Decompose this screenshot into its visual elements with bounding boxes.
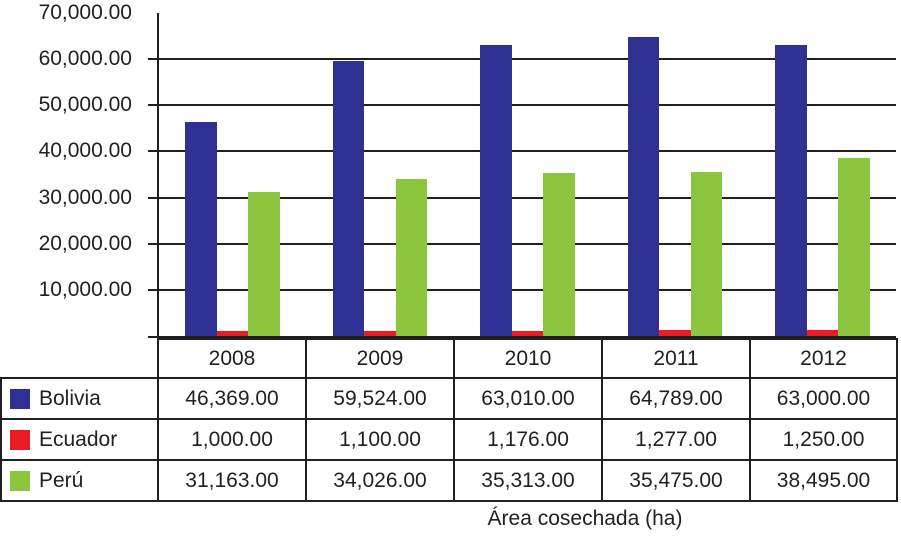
value-peru-2011: 35,475.00 <box>601 459 751 502</box>
y-axis-tick-label: 40,000.00 <box>38 139 132 163</box>
value-bolivia-2009: 59,524.00 <box>305 377 455 420</box>
bar-bolivia-2011 <box>627 37 660 336</box>
value-ecuador-2011: 1,277.00 <box>601 418 751 461</box>
legend-label-bolivia: Bolivia <box>39 386 101 410</box>
year-header-2012: 2012 <box>749 338 898 379</box>
y-axis-tick-label: 10,000.00 <box>38 277 132 301</box>
gridline <box>159 58 896 61</box>
bar-ecuador-2008 <box>216 331 249 336</box>
gridline <box>159 150 896 153</box>
legend-swatch-peru <box>10 470 30 491</box>
bar-peru-2012 <box>838 158 870 336</box>
table-row-peru: Perú 31,163.00 34,026.00 35,313.00 35,475.00… <box>0 459 898 502</box>
value-bolivia-2010: 63,010.00 <box>453 377 603 420</box>
legend-inner: Perú <box>3 468 156 493</box>
gridline <box>159 104 896 107</box>
value-peru-2012: 38,495.00 <box>749 459 898 502</box>
gridline <box>159 242 896 245</box>
y-axis-tick <box>148 288 159 291</box>
y-axis-tick <box>148 150 159 153</box>
year-header-2009: 2009 <box>305 338 455 379</box>
legend-swatch-bolivia <box>10 388 30 409</box>
y-axis-tick <box>148 196 159 199</box>
y-axis-tick <box>148 336 159 338</box>
data-table: 2008 2009 2010 2011 2012 Bolivia 46,369.00 59,5… <box>0 338 898 502</box>
bar-peru-2008 <box>248 192 280 336</box>
table-row-ecuador: Ecuador 1,000.00 1,100.00 1,176.00 1,277.00 1… <box>0 418 898 461</box>
bar-bolivia-2008 <box>185 122 217 336</box>
y-axis-tick <box>148 242 159 245</box>
legend-label-ecuador: Ecuador <box>39 427 118 451</box>
y-axis-tick-label: 20,000.00 <box>38 231 132 255</box>
bar-bolivia-2009 <box>332 61 365 336</box>
year-header-2008: 2008 <box>157 338 307 379</box>
y-axis-tick-label: 30,000.00 <box>38 185 132 209</box>
y-axis-tick-label: 50,000.00 <box>38 93 132 117</box>
table-header-row: 2008 2009 2010 2011 2012 <box>1 338 898 379</box>
legend-inner: Bolivia <box>3 386 156 411</box>
value-ecuador-2008: 1,000.00 <box>157 418 307 461</box>
y-axis-tick <box>148 104 159 107</box>
legend-inner: Ecuador <box>3 427 156 452</box>
year-header-2010: 2010 <box>453 338 603 379</box>
bar-peru-2010 <box>543 173 575 336</box>
value-bolivia-2011: 64,789.00 <box>601 377 751 420</box>
x-axis-title: Área cosechada (ha) <box>487 507 683 530</box>
bar-bolivia-2012 <box>775 45 807 336</box>
table-corner-cell <box>1 339 158 378</box>
value-bolivia-2012: 63,000.00 <box>749 377 898 420</box>
year-header-2011: 2011 <box>601 338 751 379</box>
value-peru-2008: 31,163.00 <box>157 459 307 502</box>
value-ecuador-2012: 1,250.00 <box>749 418 898 461</box>
value-peru-2010: 35,313.00 <box>453 459 603 502</box>
value-ecuador-2010: 1,176.00 <box>453 418 603 461</box>
legend-item-bolivia: Bolivia <box>0 377 159 420</box>
legend-label-peru: Perú <box>39 468 84 492</box>
bar-ecuador-2011 <box>659 330 691 336</box>
legend-item-peru: Perú <box>0 459 159 502</box>
y-axis-tick <box>148 58 159 61</box>
bar-ecuador-2012 <box>806 330 839 336</box>
value-bolivia-2008: 46,369.00 <box>157 377 307 420</box>
gridline <box>159 288 896 291</box>
legend-item-ecuador: Ecuador <box>0 418 159 461</box>
value-peru-2009: 34,026.00 <box>305 459 455 502</box>
y-axis-tick-label: 70,000.00 <box>38 1 132 24</box>
legend-swatch-ecuador <box>10 429 30 450</box>
plot-area <box>148 13 896 338</box>
bar-ecuador-2009 <box>364 330 396 336</box>
gridline <box>159 196 896 199</box>
bar-bolivia-2010 <box>480 45 512 336</box>
bar-ecuador-2010 <box>511 330 544 336</box>
table-row-bolivia: Bolivia 46,369.00 59,524.00 63,010.00 64,789… <box>0 377 898 420</box>
bar-peru-2011 <box>690 172 723 336</box>
bar-peru-2009 <box>395 179 428 336</box>
value-ecuador-2009: 1,100.00 <box>305 418 455 461</box>
y-axis-tick-label: 60,000.00 <box>38 47 132 71</box>
